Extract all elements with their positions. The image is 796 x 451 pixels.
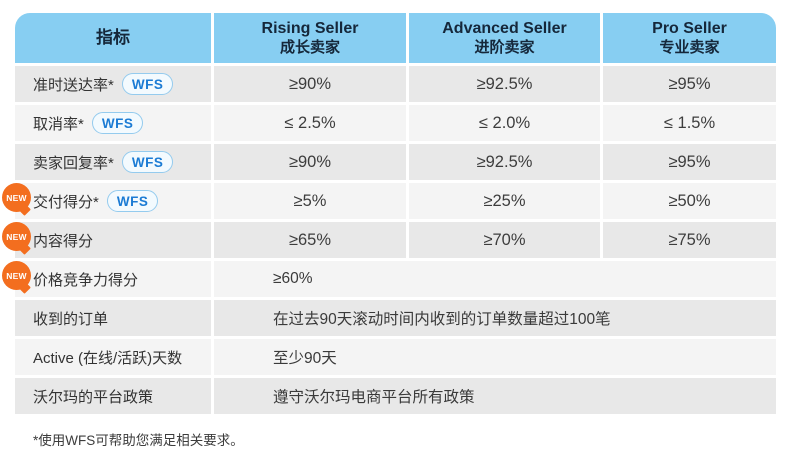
header-rising-zh: 成长卖家: [279, 38, 340, 56]
value-cell: ≥50%: [603, 183, 776, 219]
value-cell: ≥5%: [214, 183, 406, 219]
table-row-price-competitiveness-score: NEW 价格竞争力得分 ≥60%: [2, 261, 779, 297]
value-cell: ≥75%: [603, 222, 776, 258]
header-cell-metric: 指标: [15, 13, 211, 63]
header-rising-en: Rising Seller: [261, 20, 359, 38]
wfs-badge: WFS: [121, 73, 174, 95]
wfs-badge: WFS: [91, 112, 144, 134]
merged-value-cell: 至少90天: [214, 339, 776, 375]
merged-value-cell: ≥60%: [214, 261, 776, 297]
header-cell-pro-seller: Pro Seller 专业卖家: [603, 13, 776, 63]
merged-value-cell: 遵守沃尔玛电商平台所有政策: [214, 378, 776, 414]
header-metric-label: 指标: [96, 28, 130, 48]
value-cell: ≥90%: [214, 144, 406, 180]
metric-label: Active (在线/活跃)天数: [33, 349, 183, 367]
header-cell-rising-seller: Rising Seller 成长卖家: [214, 13, 406, 63]
table-row-seller-response-rate: 卖家回复率* WFS ≥90% ≥92.5% ≥95%: [15, 144, 779, 180]
footnote: *使用WFS可帮助您满足相关要求。: [33, 433, 244, 448]
header-pro-en: Pro Seller: [652, 20, 727, 38]
value-cell: ≥92.5%: [409, 66, 600, 102]
value-cell: ≥95%: [603, 144, 776, 180]
value-cell: ≥90%: [214, 66, 406, 102]
header-advanced-en: Advanced Seller: [442, 20, 567, 38]
metric-label-cell: Active (在线/活跃)天数: [15, 339, 211, 375]
value-cell: ≥65%: [214, 222, 406, 258]
value-cell: ≤ 2.5%: [214, 105, 406, 141]
metric-label-cell: 价格竞争力得分: [15, 261, 211, 297]
wfs-badge: WFS: [106, 190, 159, 212]
table-row-cancellation-rate: 取消率* WFS ≤ 2.5% ≤ 2.0% ≤ 1.5%: [15, 105, 779, 141]
value-cell: ≥92.5%: [409, 144, 600, 180]
metric-label: 交付得分*: [33, 193, 99, 211]
metric-label-cell: 准时送达率* WFS: [15, 66, 211, 102]
metric-label-cell: 取消率* WFS: [15, 105, 211, 141]
metric-label: 价格竞争力得分: [33, 271, 139, 289]
table-row-content-score: NEW 内容得分 ≥65% ≥70% ≥75%: [2, 222, 779, 258]
wfs-badge: WFS: [121, 151, 174, 173]
table-row-orders-received: 收到的订单 在过去90天滚动时间内收到的订单数量超过100笔: [15, 300, 779, 336]
metric-label-cell: 交付得分* WFS: [15, 183, 211, 219]
table-row-platform-policies: 沃尔玛的平台政策 遵守沃尔玛电商平台所有政策: [15, 378, 779, 414]
table-row-active-days: Active (在线/活跃)天数 至少90天: [15, 339, 779, 375]
metric-label: 卖家回复率*: [33, 154, 114, 172]
metric-label-cell: 沃尔玛的平台政策: [15, 378, 211, 414]
merged-value-cell: 在过去90天滚动时间内收到的订单数量超过100笔: [214, 300, 776, 336]
seller-tier-table: 指标 Rising Seller 成长卖家 Advanced Seller 进阶…: [2, 13, 779, 417]
metric-label-cell: 卖家回复率* WFS: [15, 144, 211, 180]
table-row-delivery-score: NEW 交付得分* WFS ≥5% ≥25% ≥50%: [2, 183, 779, 219]
value-cell: ≥95%: [603, 66, 776, 102]
metric-label-cell: 内容得分: [15, 222, 211, 258]
header-cell-advanced-seller: Advanced Seller 进阶卖家: [409, 13, 600, 63]
metric-label: 收到的订单: [33, 310, 109, 328]
header-pro-zh: 专业卖家: [659, 38, 720, 56]
metric-label: 准时送达率*: [33, 76, 114, 94]
metric-label: 内容得分: [33, 232, 94, 250]
new-badge: NEW: [2, 261, 31, 290]
value-cell: ≥25%: [409, 183, 600, 219]
table-row-on-time-delivery: 准时送达率* WFS ≥90% ≥92.5% ≥95%: [15, 66, 779, 102]
new-badge: NEW: [2, 222, 31, 251]
value-cell: ≤ 2.0%: [409, 105, 600, 141]
metric-label-cell: 收到的订单: [15, 300, 211, 336]
metric-label: 沃尔玛的平台政策: [33, 388, 154, 406]
new-badge: NEW: [2, 183, 31, 212]
table-header-row: 指标 Rising Seller 成长卖家 Advanced Seller 进阶…: [15, 13, 779, 63]
value-cell: ≤ 1.5%: [603, 105, 776, 141]
metric-label: 取消率*: [33, 115, 84, 133]
value-cell: ≥70%: [409, 222, 600, 258]
header-advanced-zh: 进阶卖家: [474, 38, 535, 56]
